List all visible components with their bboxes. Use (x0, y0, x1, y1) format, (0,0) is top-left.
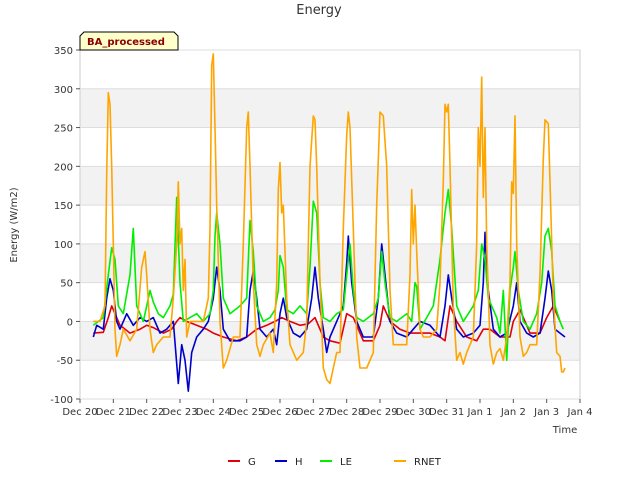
y-tick-label: 150 (54, 201, 73, 212)
x-tick-label: Dec 27 (296, 407, 331, 418)
y-axis-title: Energy (W/m2) (9, 187, 20, 262)
legend: G H LE RNET (228, 457, 442, 468)
x-tick-label: Jan 4 (567, 407, 593, 418)
plot-band (80, 166, 580, 206)
y-tick-label: 300 (54, 85, 73, 96)
chart-title: Energy (296, 3, 342, 18)
legend-label-le: LE (340, 457, 352, 468)
series-layer (92, 53, 566, 392)
y-tick-label: 100 (54, 240, 73, 251)
y-axis-ticks: -100 -50 0 50 100 150 200 250 300 350 (50, 46, 80, 406)
y-tick-label: 250 (54, 124, 73, 135)
x-tick-label: Dec 25 (229, 407, 264, 418)
series-line-rnet (93, 53, 566, 385)
x-axis-title: Time (552, 425, 577, 436)
x-tick-label: Dec 21 (96, 407, 131, 418)
x-tick-label: Dec 29 (362, 407, 397, 418)
plot-bands (80, 50, 580, 399)
processed-badge: BA_processed (79, 31, 179, 51)
x-tick-label: Dec 31 (429, 407, 464, 418)
y-tick-label: 0 (67, 317, 73, 328)
x-tick-label: Dec 23 (162, 407, 197, 418)
legend-label-rnet: RNET (414, 457, 442, 468)
x-tick-label: Dec 28 (329, 407, 364, 418)
x-tick-label: Dec 26 (262, 407, 297, 418)
y-tick-label: 50 (60, 279, 73, 290)
plot-band (80, 243, 580, 283)
plot-band (80, 88, 580, 128)
x-tick-label: Dec 30 (396, 407, 431, 418)
legend-label-g: G (248, 457, 256, 468)
series-line-le (92, 188, 565, 361)
x-tick-label: Dec 24 (196, 407, 231, 418)
y-tick-label: -50 (57, 356, 73, 367)
y-tick-label: 350 (54, 46, 73, 57)
grid-lines (80, 49, 580, 400)
badge-box (79, 31, 179, 51)
x-tick-label: Dec 20 (62, 407, 97, 418)
x-tick-label: Jan 2 (500, 407, 526, 418)
badge-label: BA_processed (87, 37, 165, 48)
x-tick-label: Jan 3 (533, 407, 559, 418)
y-tick-label: 200 (54, 162, 73, 173)
x-tick-label: Dec 22 (129, 407, 164, 418)
x-tick-label: Jan 1 (467, 407, 493, 418)
y-tick-label: -100 (50, 395, 73, 406)
legend-label-h: H (295, 457, 303, 468)
